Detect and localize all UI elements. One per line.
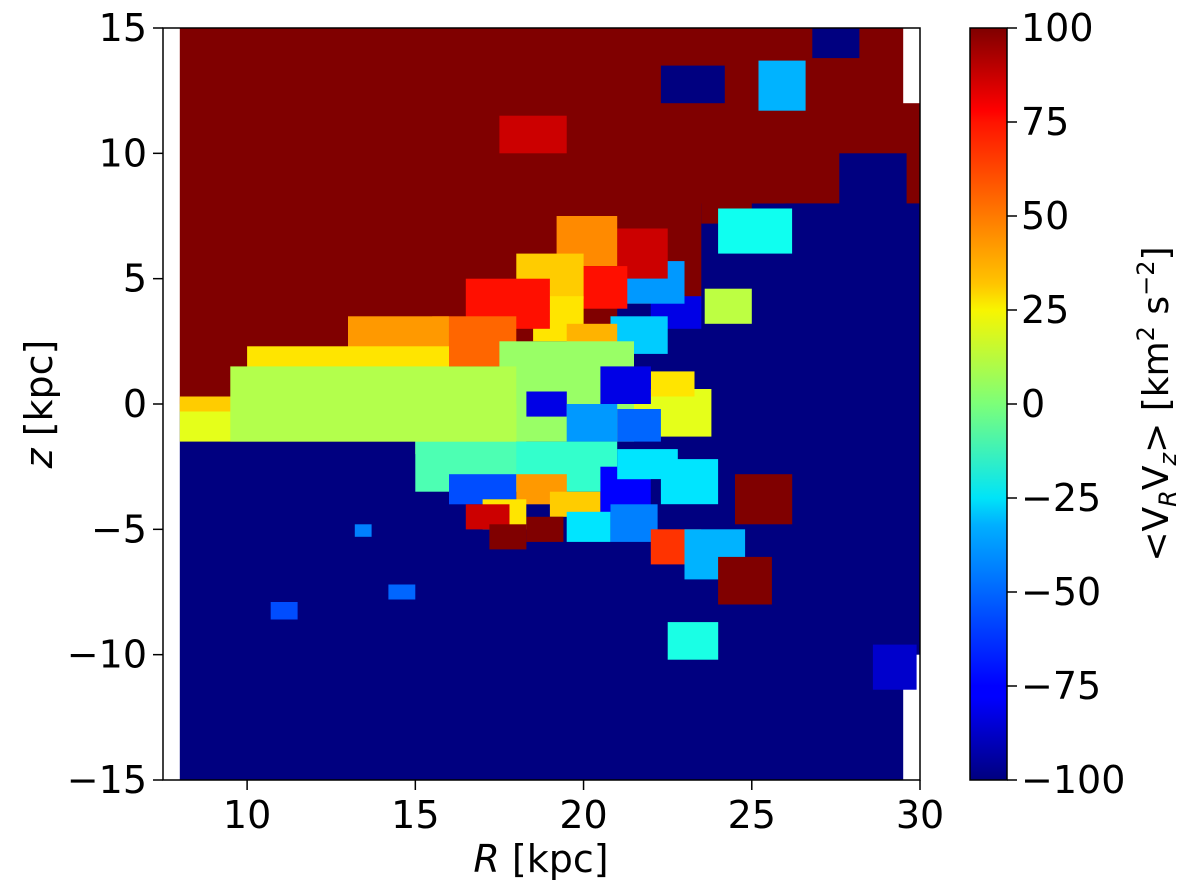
heatmap-cell: [489, 524, 527, 550]
heatmap-cell: [354, 524, 372, 537]
colorbar-label: <VRVz> [km2 s−2]: [1132, 246, 1182, 561]
x-axis-label: R [kpc]: [473, 837, 608, 881]
heatmap-cell: [704, 288, 752, 324]
plot-area: [179, 28, 920, 780]
x-tick-label: 30: [896, 793, 944, 837]
colorbar-tick-label: 50: [1021, 194, 1069, 238]
heatmap-cell: [758, 60, 806, 111]
heatmap-cell: [839, 153, 907, 209]
y-tick-label: −15: [67, 758, 147, 802]
heatmap-cell: [718, 208, 793, 254]
heatmap-cell: [735, 474, 793, 525]
heatmap-cell: [812, 28, 860, 59]
heatmap-cell: [449, 474, 517, 505]
heatmap-cell: [667, 622, 719, 660]
y-tick-label: 10: [99, 131, 147, 175]
heatmap-cell: [660, 459, 719, 505]
colorbar-tick-label: 25: [1021, 288, 1069, 332]
heatmap-cell: [526, 391, 567, 417]
y-axis-ticks: −15 −10 −5 0 5 10 15: [67, 6, 163, 802]
x-axis-ticks: 10 15 20 25 30: [223, 780, 944, 837]
y-tick-label: −10: [67, 633, 147, 677]
colorbar-tick-label: −100: [1021, 758, 1125, 802]
x-tick-label: 20: [559, 793, 607, 837]
colorbar-tick-label: −75: [1021, 664, 1101, 708]
x-tick-label: 10: [223, 793, 271, 837]
x-tick-label: 25: [728, 793, 776, 837]
colorbar-tick-label: 0: [1021, 382, 1045, 426]
y-tick-label: −5: [91, 507, 147, 551]
y-tick-label: 5: [123, 257, 147, 301]
colorbar-tick-label: −50: [1021, 570, 1101, 614]
heatmap-cell: [270, 602, 298, 620]
colorbar: [969, 27, 1008, 781]
colorbar-tick-label: 100: [1021, 6, 1094, 50]
colorbar-ticks: −100 −75 −50 −25 0 25 50 75 100: [1007, 6, 1125, 802]
heatmap-cell: [526, 516, 564, 542]
heatmap-cell: [566, 511, 611, 542]
y-tick-label: 0: [123, 382, 147, 426]
heatmap-cell: [660, 65, 725, 104]
heatmap-cell: [600, 366, 651, 404]
x-tick-label: 15: [391, 793, 439, 837]
y-axis-label: z [kpc]: [17, 340, 61, 470]
heatmap-cell: [617, 409, 661, 442]
heatmap-cell: [499, 115, 567, 154]
heatmap-cell: [718, 556, 772, 605]
y-tick-label: 15: [99, 6, 147, 50]
colorbar-tick-label: −25: [1021, 476, 1101, 520]
heatmap-cell: [388, 584, 416, 600]
heatmap-cell: [650, 371, 695, 397]
heatmap-cell: [230, 366, 517, 442]
colorbar-tick-label: 75: [1021, 100, 1069, 144]
heatmap-cell: [566, 404, 618, 442]
heatmap-cell: [872, 644, 917, 690]
heatmap-cell: [610, 504, 658, 542]
